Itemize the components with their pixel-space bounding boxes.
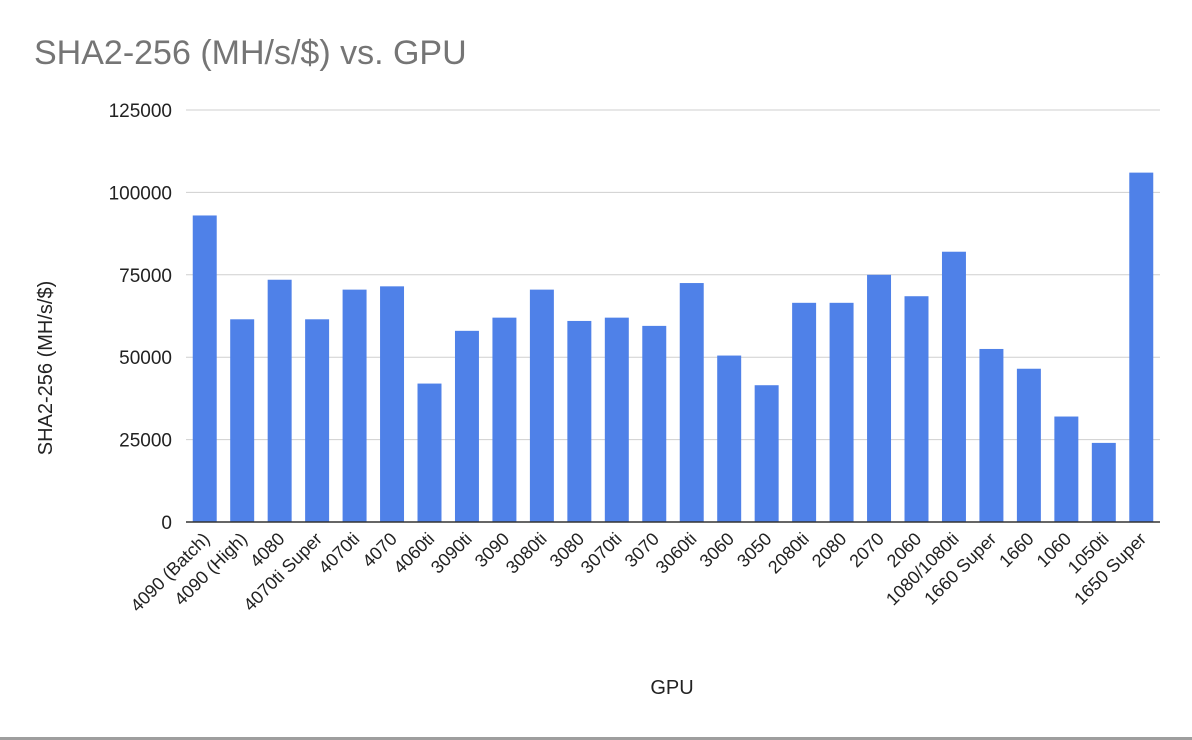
bar xyxy=(230,319,255,522)
y-tick-label: 100000 xyxy=(109,183,172,204)
bar xyxy=(829,302,854,522)
bar xyxy=(904,296,929,522)
y-tick-label: 0 xyxy=(161,513,172,534)
bar xyxy=(679,283,704,522)
bar xyxy=(792,302,817,522)
x-tick-label: 3090ti xyxy=(427,529,476,578)
bar xyxy=(717,355,742,522)
bar xyxy=(417,383,442,522)
gridlines xyxy=(186,109,1160,441)
bar xyxy=(1016,368,1041,522)
bar xyxy=(754,385,779,522)
bottom-divider xyxy=(0,737,1192,740)
x-axis-title: GPU xyxy=(650,677,693,699)
x-tick-label: 4060ti xyxy=(390,529,439,578)
bar xyxy=(267,279,292,522)
y-tick-label: 75000 xyxy=(119,266,172,287)
bar xyxy=(380,286,405,522)
bar xyxy=(941,251,966,522)
x-tick-label: 2080 xyxy=(808,529,850,571)
bar xyxy=(529,289,554,522)
bar xyxy=(342,289,367,522)
bar xyxy=(1129,172,1154,522)
bar xyxy=(604,317,629,522)
bar xyxy=(192,215,217,523)
x-tick-label: 3070ti xyxy=(577,529,626,578)
bar xyxy=(492,317,517,522)
y-tick-label: 25000 xyxy=(119,431,172,452)
bar xyxy=(567,320,592,522)
x-tick-label: 3060ti xyxy=(652,529,701,578)
y-axis-title: SHA2-256 (MH/s/$) xyxy=(35,281,57,456)
x-tick-label: 3060 xyxy=(696,529,738,571)
chart-title: SHA2-256 (MH/s/$) vs. GPU xyxy=(34,34,467,72)
x-tick-label: 3080ti xyxy=(502,529,551,578)
bar xyxy=(1091,442,1116,522)
y-tick-labels: 0 25000 50000 75000 100000 125000 xyxy=(109,101,172,534)
bar xyxy=(1054,416,1079,522)
x-tick-label: 2080ti xyxy=(764,529,813,578)
x-tick-label: 1660 xyxy=(995,529,1037,571)
bars xyxy=(192,172,1154,523)
bar xyxy=(642,325,667,522)
y-tick-label: 125000 xyxy=(109,101,172,122)
bar xyxy=(454,330,479,522)
bar xyxy=(979,348,1004,522)
bar xyxy=(305,319,330,522)
bar xyxy=(867,274,892,522)
y-tick-label: 50000 xyxy=(119,348,172,369)
x-tick-label: 4070ti xyxy=(315,529,364,578)
x-tick-label: 2070 xyxy=(845,529,887,571)
